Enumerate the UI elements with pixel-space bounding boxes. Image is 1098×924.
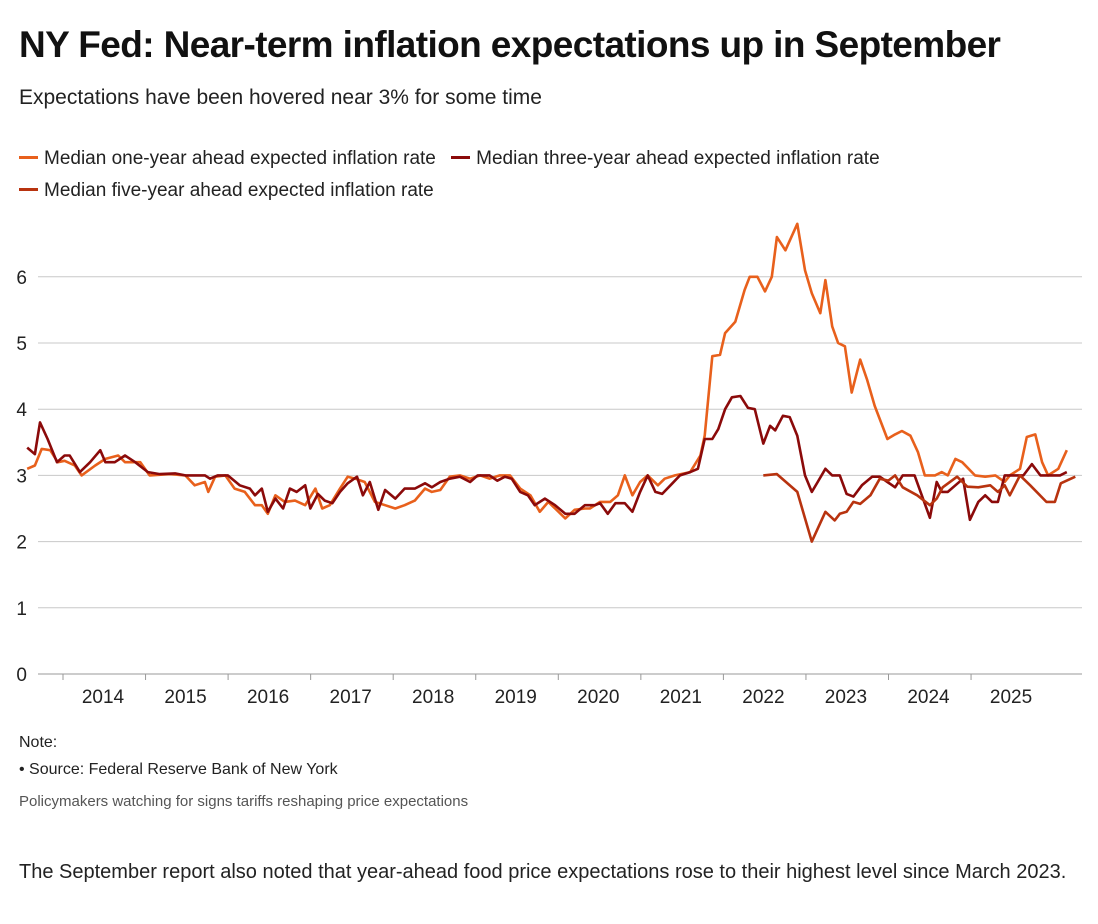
series-line [26,394,1068,522]
series-line [763,472,1076,543]
x-tick-label: 2022 [742,687,784,708]
x-tick-label: 2023 [825,687,867,708]
x-tick-label: 2015 [164,687,206,708]
legend-swatch [19,188,38,192]
x-tick-label: 2025 [990,687,1032,708]
chart-title: NY Fed: Near-term inflation expectations… [19,24,1001,65]
legend-swatch [451,156,471,160]
x-tick-label: 2017 [330,687,372,708]
legend-label: Median three-year ahead expected inflati… [476,148,880,169]
y-tick-label: 6 [16,268,27,289]
legend-item: Median five-year ahead expected inflatio… [19,180,434,201]
y-tick-label: 5 [16,334,27,355]
line-chart: 0 1 2 3 4 5 6 2014 2015 2016 2017 2018 2019 2020 2021 2… [16,222,1082,708]
x-tick-label: 2024 [907,687,950,708]
source-note: • Source: Federal Reserve Bank of New Yo… [19,761,338,778]
legend: Median one-year ahead expected inflation… [19,143,1089,207]
y-tick-label: 3 [16,466,27,487]
legend-item: Median one-year ahead expected inflation… [19,148,436,169]
x-tick-label: 2014 [82,687,125,708]
legend-swatch [19,156,38,160]
chart-caption: Policymakers watching for signs tariffs … [19,793,469,810]
y-tick-label: 4 [16,400,27,421]
x-tick-label: 2020 [577,687,619,708]
y-tick-label: 1 [16,599,27,620]
article-paragraph: The September report also noted that yea… [19,861,1067,883]
x-tick-label: 2016 [247,687,289,708]
y-tick-label: 0 [16,665,27,686]
legend-label: Median one-year ahead expected inflation… [44,148,436,169]
chart-subtitle: Expectations have been hovered near 3% f… [19,86,542,109]
x-tick-label: 2018 [412,687,454,708]
legend-item: Median three-year ahead expected inflati… [451,148,880,169]
note-label: Note: [19,734,58,751]
y-tick-label: 2 [16,533,27,554]
legend-label: Median five-year ahead expected inflatio… [44,180,434,201]
x-tick-label: 2019 [495,687,537,708]
x-tick-label: 2021 [660,687,702,708]
